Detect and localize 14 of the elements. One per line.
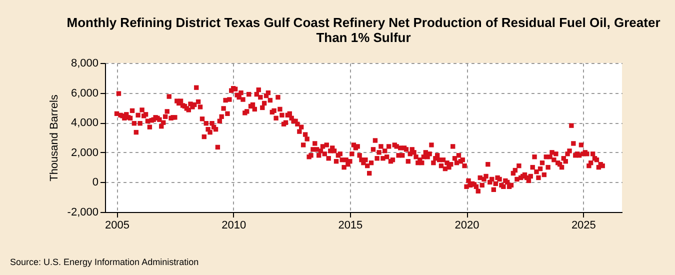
x-tick-label: 2020 — [454, 220, 480, 232]
x-tick-label: 2015 — [338, 220, 363, 232]
y-tick-label: 8,000 — [70, 58, 98, 70]
x-tick-label: 2010 — [222, 220, 246, 232]
x-tick-label: 2005 — [105, 220, 130, 232]
x-tick-label: 2025 — [571, 220, 596, 232]
y-tick-label: 0 — [92, 176, 98, 189]
y-tick-label: 2,000 — [70, 146, 98, 159]
y-tick-label: -2,000 — [67, 206, 98, 218]
chart-title: Monthly Refining District Texas Gulf Coast Refinery Net Production of Residual Fuel Oil, Greater Than 1% Sulfur — [66, 15, 660, 45]
y-tick-label: 6,000 — [70, 87, 98, 100]
y-axis-title: Thousand Barrels — [48, 94, 60, 182]
source-note: Source: U.S. Energy Information Administration — [10, 257, 199, 267]
y-tick-label: 4,000 — [70, 117, 98, 130]
